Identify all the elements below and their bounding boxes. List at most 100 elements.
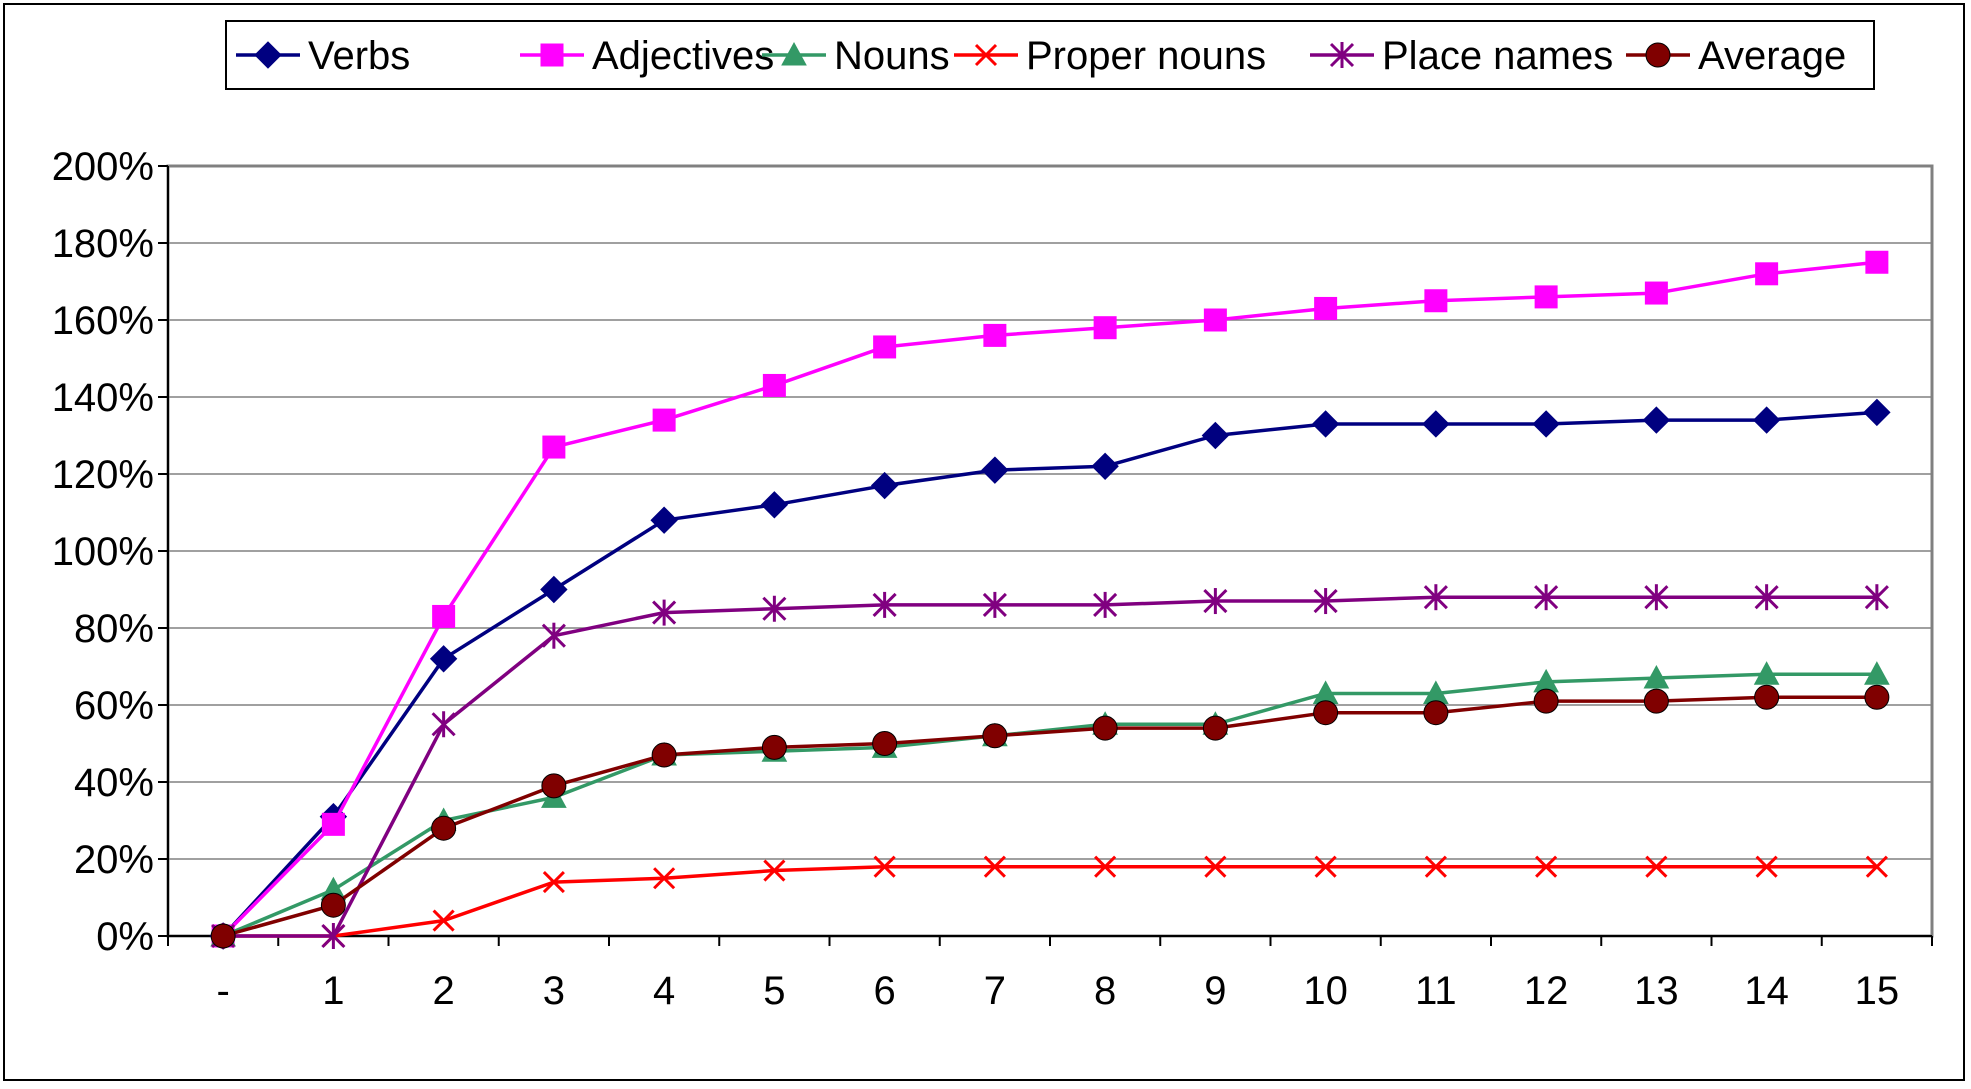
data-point-verbs	[760, 491, 789, 519]
data-point-average	[1313, 700, 1339, 726]
data-point-nouns	[1864, 661, 1890, 685]
x-tick-label: 3	[543, 969, 565, 1013]
data-point-adjectives	[983, 323, 1007, 347]
data-point-average	[1423, 700, 1449, 726]
x-tick-label: 1	[322, 969, 344, 1013]
data-point-place-names	[652, 599, 677, 626]
data-point-adjectives	[652, 408, 676, 432]
data-point-average	[761, 734, 787, 760]
data-point-adjectives	[762, 373, 786, 397]
data-point-adjectives	[321, 812, 345, 836]
x-tick-label: 9	[1204, 969, 1226, 1013]
legend-item-adjectives: Adjectives	[520, 34, 774, 78]
legend-marker-average	[1645, 42, 1671, 68]
series-line-adjectives	[221, 260, 1878, 938]
data-point-average	[541, 773, 567, 799]
legend-item-proper-nouns: Proper nouns	[954, 34, 1266, 78]
data-point-proper-nouns	[1094, 855, 1117, 878]
y-tick-label: 200%	[52, 145, 154, 189]
y-tick-label: 0%	[96, 915, 154, 959]
data-point-place-names	[1423, 584, 1448, 611]
data-point-verbs	[1201, 421, 1230, 450]
data-point-proper-nouns	[1424, 855, 1447, 878]
x-tick-label: 10	[1303, 969, 1348, 1013]
legend-item-nouns: Nouns	[762, 34, 950, 78]
y-tick-label: 160%	[52, 299, 154, 343]
legend-marker-verbs	[254, 41, 282, 69]
data-point-proper-nouns	[983, 855, 1006, 878]
x-tick-label: 12	[1524, 969, 1569, 1013]
data-point-verbs	[1532, 410, 1560, 438]
data-point-verbs	[1091, 452, 1119, 481]
data-point-adjectives	[1644, 281, 1668, 305]
data-point-adjectives	[1755, 262, 1779, 286]
series-line-nouns	[222, 672, 1877, 938]
data-point-proper-nouns	[542, 871, 565, 894]
data-point-verbs	[1642, 406, 1671, 434]
x-tick-label: 2	[433, 969, 455, 1013]
y-tick-label: 60%	[74, 684, 154, 728]
data-point-verbs	[1863, 398, 1891, 427]
y-tick-label: 180%	[52, 222, 154, 266]
legend-marker-nouns	[781, 41, 807, 66]
data-point-proper-nouns	[653, 867, 676, 890]
data-point-verbs	[1752, 406, 1781, 434]
data-point-place-names	[872, 591, 897, 618]
data-point-average	[1533, 688, 1559, 714]
x-tick-label: 8	[1094, 969, 1116, 1013]
data-point-adjectives	[432, 604, 456, 628]
data-point-place-names	[1754, 584, 1779, 611]
data-point-verbs	[870, 471, 899, 500]
data-point-proper-nouns	[1314, 855, 1337, 878]
data-point-place-names	[321, 923, 346, 949]
data-point-average	[320, 892, 346, 918]
series-line-place-names	[223, 595, 1877, 938]
y-tick-label: 80%	[74, 607, 154, 651]
data-point-place-names	[1203, 588, 1228, 615]
data-point-verbs	[429, 645, 458, 673]
data-point-average	[1643, 688, 1669, 714]
data-point-average	[1754, 684, 1780, 710]
data-point-place-names	[1864, 584, 1889, 611]
data-point-verbs	[981, 456, 1009, 484]
x-tick-label: 15	[1855, 969, 1900, 1013]
series-verbs	[209, 398, 1891, 950]
data-point-place-names	[431, 711, 456, 738]
legend-item-verbs: Verbs	[236, 34, 410, 78]
data-point-adjectives	[542, 435, 566, 459]
legend-marker-place-names	[1329, 42, 1355, 68]
data-point-place-names	[1534, 584, 1559, 611]
y-tick-label: 20%	[74, 838, 154, 882]
data-point-proper-nouns	[1865, 855, 1888, 878]
data-point-adjectives	[1314, 296, 1338, 320]
data-point-average	[1202, 715, 1228, 741]
data-point-average	[210, 923, 236, 949]
legend-item-place-names: Place names	[1310, 34, 1613, 78]
data-point-adjectives	[1093, 316, 1117, 340]
y-tick-label: 120%	[52, 453, 154, 497]
x-tick-label: 13	[1634, 969, 1679, 1013]
series-adjectives	[211, 250, 1889, 948]
data-point-proper-nouns	[1204, 855, 1227, 878]
legend-label: Verbs	[308, 34, 410, 78]
data-point-average	[1864, 684, 1890, 710]
data-point-proper-nouns	[432, 909, 455, 932]
data-point-adjectives	[1534, 285, 1558, 309]
legend-marker-proper-nouns	[974, 43, 998, 67]
data-point-adjectives	[1865, 250, 1889, 274]
data-point-adjectives	[1424, 289, 1448, 313]
data-point-average	[651, 742, 677, 768]
y-tick-label: 100%	[52, 530, 154, 574]
x-tick-label: 14	[1744, 969, 1789, 1013]
legend-label: Average	[1698, 34, 1846, 78]
data-point-average	[982, 723, 1008, 749]
data-point-nouns	[1643, 665, 1670, 689]
series-line-verbs	[221, 410, 1877, 938]
data-point-place-names	[541, 622, 566, 649]
x-tick-label: 6	[874, 969, 896, 1013]
data-point-adjectives	[873, 335, 897, 359]
data-point-proper-nouns	[1645, 855, 1668, 878]
legend-label: Proper nouns	[1026, 34, 1266, 78]
data-point-verbs	[1422, 410, 1450, 438]
